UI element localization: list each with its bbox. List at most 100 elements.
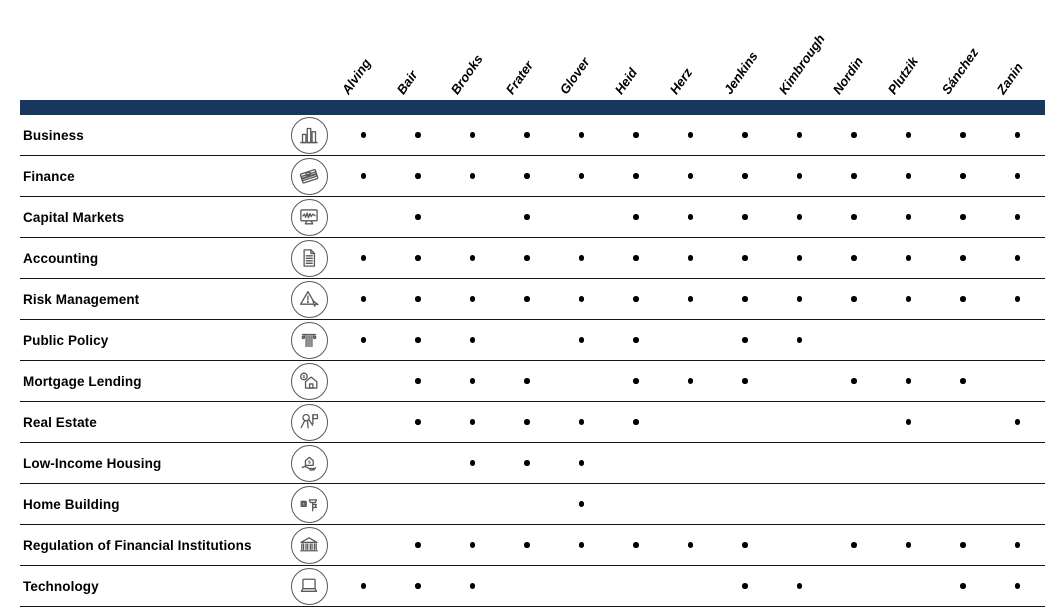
- dot-cell: [881, 279, 936, 319]
- row-icon-cell: [282, 198, 336, 236]
- row-icon-cell: [282, 526, 336, 564]
- column-header-frater: Frater: [502, 58, 537, 97]
- column-header-herz: Herz: [666, 65, 695, 97]
- dot-cell: [336, 115, 391, 155]
- column-header-bair: Bair: [393, 67, 421, 97]
- dot-marker: [742, 337, 748, 343]
- dot-cell: [772, 115, 827, 155]
- dot-marker: [796, 214, 803, 220]
- dot-marker: [524, 542, 530, 548]
- dot-marker: [742, 255, 748, 261]
- dot-cell: [609, 115, 664, 155]
- dot-marker: [905, 173, 912, 179]
- dot-cell: [391, 197, 446, 237]
- empty-cell: [881, 566, 936, 606]
- empty-cell: [609, 443, 664, 483]
- empty-cell: [936, 320, 991, 360]
- dot-cell: [663, 115, 718, 155]
- column-header-nordin: Nordin: [829, 54, 867, 97]
- dot-marker: [415, 214, 421, 220]
- dot-marker: [469, 255, 476, 261]
- dot-cell: [500, 361, 555, 401]
- empty-cell: [336, 525, 391, 565]
- row-label: Public Policy: [23, 332, 109, 348]
- dot-marker: [524, 173, 530, 179]
- dot-cell: [990, 156, 1045, 196]
- matrix-rows: Business Finance Capital Markets Accounting…: [20, 115, 1045, 607]
- empty-cell: [500, 320, 555, 360]
- dot-marker: [633, 542, 639, 548]
- column-headers: Alving Bair Brooks Frater Glover Heid Herz Jenk…: [0, 0, 1053, 100]
- row-label: Risk Management: [23, 291, 140, 307]
- row-label: Finance: [23, 168, 75, 184]
- house-hand-icon: $: [290, 444, 328, 482]
- row-label: Home Building: [23, 496, 120, 512]
- dot-cell: [336, 320, 391, 360]
- dot-marker: [1014, 542, 1021, 548]
- table-row: Home Building: [20, 484, 1045, 525]
- svg-text:$: $: [303, 374, 306, 380]
- money-stack-icon: [290, 157, 328, 195]
- dot-marker: [578, 255, 585, 261]
- empty-cell: [445, 197, 500, 237]
- bank-icon: [290, 526, 328, 564]
- dot-cell: [391, 115, 446, 155]
- dot-cell: [881, 115, 936, 155]
- empty-cell: [336, 443, 391, 483]
- dot-cell: [990, 238, 1045, 278]
- dot-marker: [1014, 296, 1021, 302]
- laptop-icon: [290, 567, 328, 605]
- dot-marker: [1014, 255, 1021, 261]
- dot-cell: [936, 279, 991, 319]
- dot-cell: [445, 402, 500, 442]
- dot-cell: [772, 156, 827, 196]
- dot-cell: [772, 238, 827, 278]
- table-row: Technology: [20, 566, 1045, 607]
- row-icon-cell: [282, 157, 336, 195]
- empty-cell: [936, 402, 991, 442]
- dot-marker: [633, 255, 639, 261]
- dot-marker: [524, 378, 530, 384]
- dot-cell: [936, 197, 991, 237]
- dot-marker: [360, 296, 367, 302]
- dot-cell: [718, 566, 773, 606]
- dot-cell: [936, 361, 991, 401]
- dot-cell: [554, 402, 609, 442]
- dot-marker: [905, 255, 912, 261]
- empty-cell: [881, 484, 936, 524]
- row-icon-cell: $: [282, 362, 336, 400]
- dot-marker: [960, 214, 966, 220]
- dot-marker: [415, 542, 421, 548]
- row-icon-cell: [282, 321, 336, 359]
- empty-cell: [827, 402, 882, 442]
- empty-cell: [500, 566, 555, 606]
- dot-cell: [554, 320, 609, 360]
- dot-marker: [633, 419, 639, 425]
- table-row: Regulation of Financial Institutions: [20, 525, 1045, 566]
- dot-marker: [742, 583, 748, 589]
- dot-cell: [445, 279, 500, 319]
- dot-cell: [609, 361, 664, 401]
- dot-marker: [469, 378, 476, 384]
- empty-cell: [881, 443, 936, 483]
- dot-marker: [524, 132, 530, 138]
- dot-marker: [469, 173, 476, 179]
- dot-cell: [827, 115, 882, 155]
- dot-marker: [905, 419, 912, 425]
- dot-cell: [990, 115, 1045, 155]
- table-row: Finance: [20, 156, 1045, 197]
- dot-marker: [360, 583, 367, 589]
- table-row: Accounting: [20, 238, 1045, 279]
- empty-cell: [936, 443, 991, 483]
- dot-marker: [960, 378, 966, 384]
- dot-cell: [391, 279, 446, 319]
- column-header-alving: Alving: [338, 55, 375, 97]
- dot-cell: [718, 525, 773, 565]
- dot-cell: [500, 156, 555, 196]
- dot-cell: [881, 238, 936, 278]
- dot-cell: [772, 566, 827, 606]
- dot-cell: [609, 279, 664, 319]
- dot-marker: [687, 255, 694, 261]
- dot-cell: [881, 402, 936, 442]
